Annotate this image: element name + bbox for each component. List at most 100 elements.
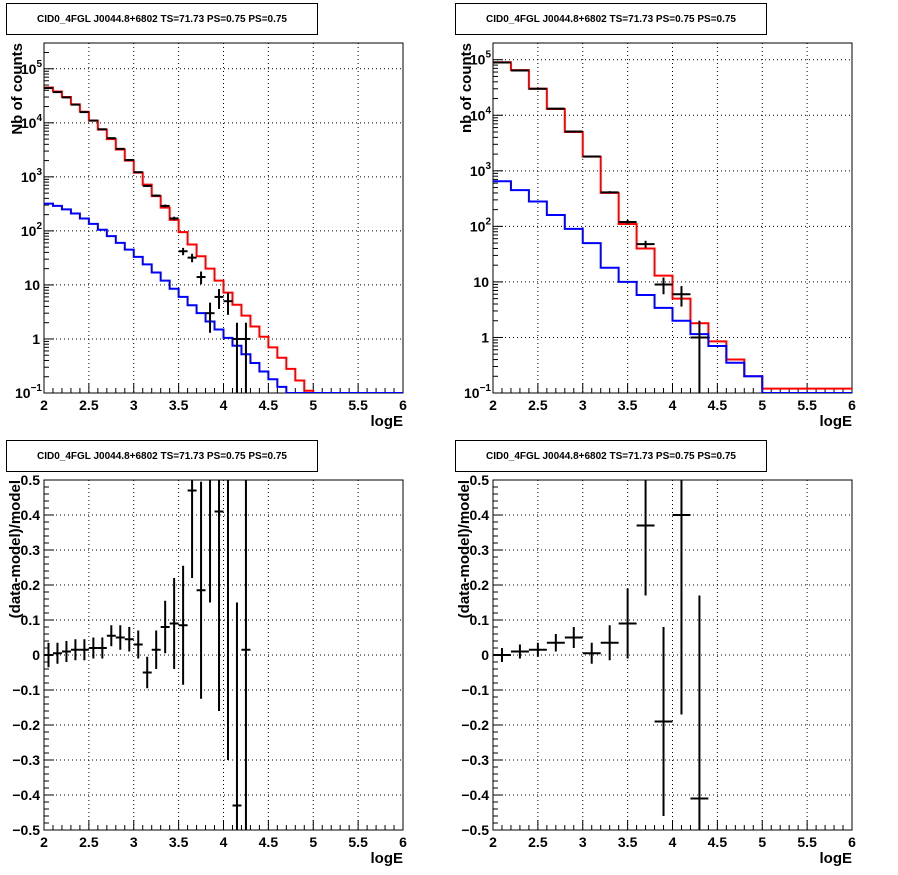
x-tick-label: 6	[399, 397, 407, 413]
data-point	[178, 247, 188, 256]
data-point	[142, 184, 152, 187]
x-tick-label: 4.5	[259, 834, 279, 850]
y-axis-label: (data-model)/model	[456, 480, 473, 618]
x-tick-label: 2	[489, 834, 497, 850]
x-tick-label: 3	[130, 397, 138, 413]
y-tick-label: −0.4	[12, 787, 40, 803]
x-tick-label: 3.5	[618, 834, 638, 850]
data-point	[151, 630, 161, 669]
data-point	[205, 302, 215, 333]
y-tick-label: −0.5	[461, 822, 489, 838]
x-tick-label: 6	[399, 834, 407, 850]
data-point	[690, 320, 709, 393]
y-axis-label: Nb of counts	[9, 43, 26, 135]
data-point	[510, 644, 529, 659]
y-tick-label: 10	[473, 274, 489, 290]
y-tick-label: −0.1	[461, 682, 489, 698]
x-tick-label: 3.5	[169, 397, 189, 413]
x-tick-label: 4.5	[708, 397, 728, 413]
x-tick-label: 2	[40, 397, 48, 413]
data-point	[151, 194, 161, 197]
plot-data	[44, 86, 403, 393]
pad-bottom-right-residuals-coarse: 2 2.5 3 3.5 4 4.5 5 5.5 6logE−0.5−0.4−0.3−0.2−0.…	[456, 472, 856, 867]
data-point	[79, 639, 89, 661]
y-tick-label: 0.5	[21, 472, 41, 488]
x-tick-label: 5.5	[348, 834, 368, 850]
data-point	[214, 480, 224, 711]
y-tick-label: 105	[470, 50, 492, 68]
data-point	[70, 639, 80, 661]
data-point	[232, 602, 242, 830]
data-point	[618, 588, 637, 659]
grid-lines	[44, 480, 403, 830]
data-point	[97, 637, 107, 659]
y-tick-label: −0.1	[12, 682, 40, 698]
y-tick-label: 0.3	[21, 542, 41, 558]
x-tick-label: 3	[579, 834, 587, 850]
data-point	[618, 219, 637, 225]
y-tick-label: 0.1	[470, 612, 490, 628]
y-axis-label: nb of counts	[458, 43, 475, 133]
data-point	[169, 578, 179, 669]
data-point	[546, 634, 565, 652]
data-point	[133, 630, 143, 659]
data-point	[52, 642, 62, 664]
y-tick-label: 10−1	[15, 383, 42, 401]
x-tick-label: 5	[758, 397, 766, 413]
data-point	[654, 627, 673, 816]
model-step-series-blue	[493, 180, 852, 393]
data-point	[636, 240, 655, 248]
data-point	[169, 216, 179, 221]
y-tick-label: 0	[32, 647, 40, 663]
plot-data	[493, 61, 852, 393]
y-tick-label: −0.3	[12, 752, 40, 768]
y-tick-label: 10−1	[464, 383, 491, 401]
data-point	[142, 656, 152, 689]
data-point	[672, 286, 691, 307]
data-point	[187, 480, 197, 578]
data-point	[106, 137, 116, 140]
y-tick-label: −0.2	[461, 717, 489, 733]
y-tick-label: −0.5	[12, 822, 40, 838]
x-tick-label: 3	[579, 397, 587, 413]
x-tick-label: 2.5	[79, 834, 99, 850]
y-tick-label: 104	[21, 113, 43, 131]
data-point	[654, 277, 673, 295]
y-tick-label: −0.4	[461, 787, 489, 803]
data-point	[600, 625, 619, 661]
data-point	[232, 322, 242, 393]
x-tick-label: 2	[40, 834, 48, 850]
data-point	[582, 155, 601, 158]
x-tick-label: 3.5	[169, 834, 189, 850]
data-point	[564, 627, 583, 648]
y-tick-label: 103	[470, 161, 492, 179]
data-point	[187, 253, 197, 263]
plot-data	[493, 480, 709, 830]
x-axis-label: logE	[371, 413, 404, 430]
data-point	[241, 322, 251, 393]
data-point	[672, 480, 691, 715]
y-tick-label: 102	[21, 221, 43, 239]
y-tick-label: 0	[481, 647, 489, 663]
y-tick-label: 105	[21, 59, 43, 77]
data-point	[636, 480, 655, 596]
y-tick-label: 0.2	[470, 577, 490, 593]
data-point	[88, 637, 98, 659]
y-axis: −0.5 −0.4 −0.3 −0.2 −0.1 0 0.1 0.2 0.3 0.4 0.5(dat…	[7, 472, 54, 838]
x-tick-label: 5	[758, 834, 766, 850]
x-tick-label: 5.5	[797, 834, 817, 850]
data-point	[241, 480, 251, 830]
x-tick-label: 4.5	[708, 834, 728, 850]
x-axis-label: logE	[371, 850, 404, 867]
x-tick-label: 2.5	[528, 397, 548, 413]
data-point	[564, 130, 583, 133]
y-tick-label: 0.5	[470, 472, 490, 488]
data-point	[160, 600, 170, 654]
